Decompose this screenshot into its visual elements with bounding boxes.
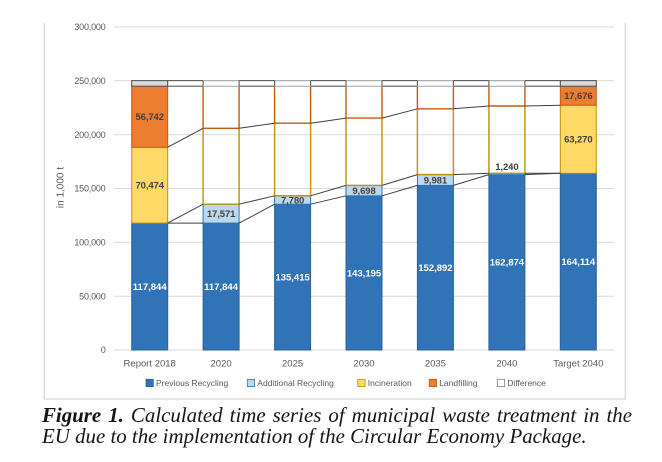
svg-text:117,844: 117,844 xyxy=(133,282,168,293)
svg-text:300,000: 300,000 xyxy=(74,22,105,32)
svg-text:117,844: 117,844 xyxy=(204,282,239,293)
svg-text:7,780: 7,780 xyxy=(281,195,304,206)
svg-text:0: 0 xyxy=(101,345,106,355)
svg-text:143,195: 143,195 xyxy=(347,268,382,279)
svg-text:135,415: 135,415 xyxy=(275,273,310,284)
svg-text:Incineration: Incineration xyxy=(368,378,412,388)
svg-text:164,114: 164,114 xyxy=(561,257,596,268)
svg-text:Landfilling: Landfilling xyxy=(439,378,478,388)
svg-text:2025: 2025 xyxy=(282,359,303,370)
svg-text:Report 2018: Report 2018 xyxy=(124,359,176,370)
svg-text:100,000: 100,000 xyxy=(74,238,105,248)
svg-text:Difference: Difference xyxy=(507,378,546,388)
svg-text:152,892: 152,892 xyxy=(418,263,452,274)
svg-text:70,474: 70,474 xyxy=(135,181,164,192)
svg-text:Additional Recycling: Additional Recycling xyxy=(257,378,334,388)
svg-text:2040: 2040 xyxy=(496,359,517,370)
svg-text:9,981: 9,981 xyxy=(424,175,448,186)
svg-text:1,240: 1,240 xyxy=(495,162,518,173)
svg-text:50,000: 50,000 xyxy=(79,291,106,301)
svg-text:17,676: 17,676 xyxy=(564,91,592,102)
svg-text:2020: 2020 xyxy=(211,359,232,370)
svg-text:162,874: 162,874 xyxy=(490,258,525,269)
svg-text:9,698: 9,698 xyxy=(352,186,375,197)
svg-text:2035: 2035 xyxy=(425,359,446,370)
svg-text:150,000: 150,000 xyxy=(74,184,105,194)
svg-text:56,742: 56,742 xyxy=(135,112,163,123)
svg-text:Target 2040: Target 2040 xyxy=(553,359,603,370)
svg-text:200,000: 200,000 xyxy=(74,130,105,140)
svg-text:in 1,000 t: in 1,000 t xyxy=(56,167,67,208)
svg-text:Previous Recycling: Previous Recycling xyxy=(156,378,229,388)
svg-text:17,571: 17,571 xyxy=(207,209,236,220)
svg-text:2030: 2030 xyxy=(353,359,374,370)
svg-text:250,000: 250,000 xyxy=(74,76,105,86)
svg-text:63,270: 63,270 xyxy=(564,135,592,146)
